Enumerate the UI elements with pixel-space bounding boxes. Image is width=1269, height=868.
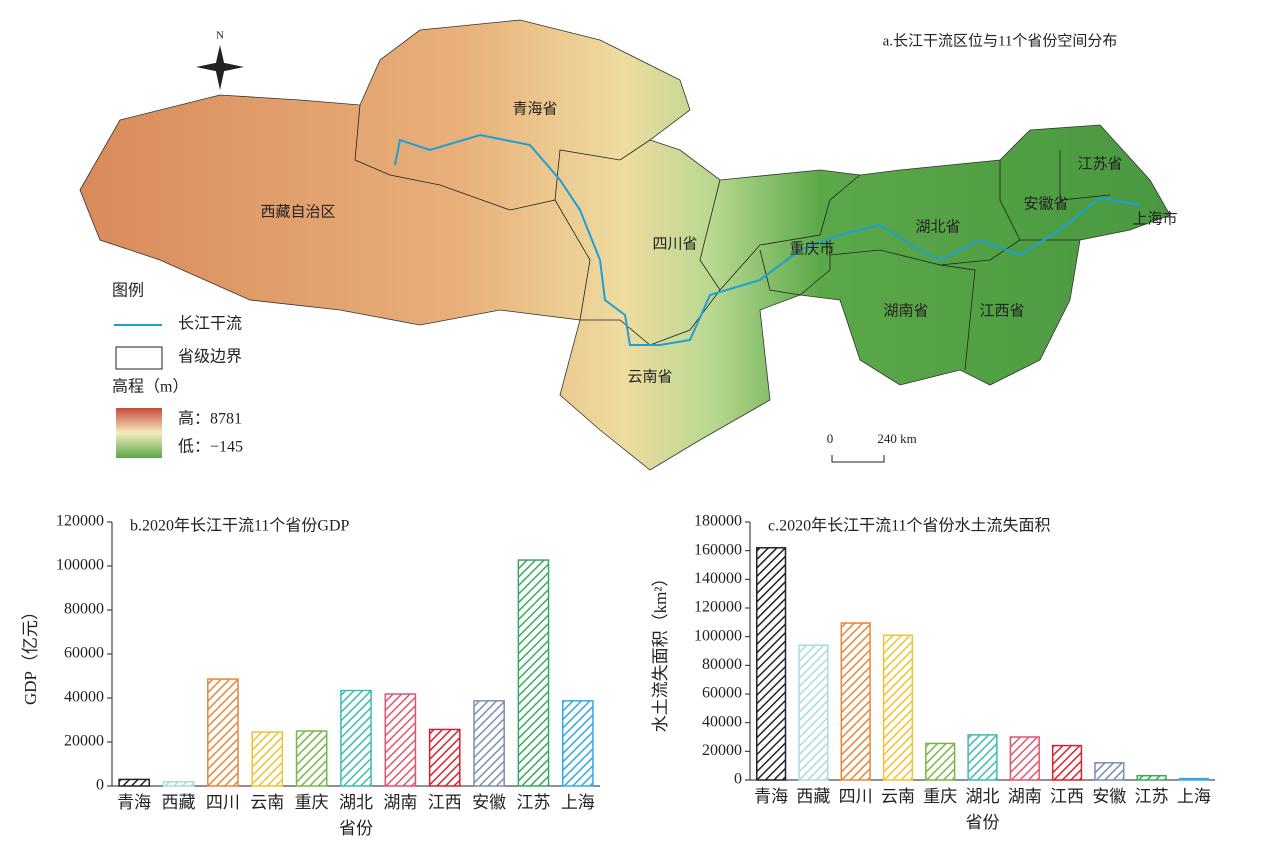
- bar: [798, 644, 829, 781]
- x-tick-label: 湖南: [1008, 787, 1042, 806]
- map-title: a.长江干流区位与11个省份空间分布: [883, 32, 1118, 49]
- y-tick-label: 40000: [64, 689, 104, 706]
- x-tick-label: 青海: [117, 793, 151, 812]
- x-tick-label: 上海: [1177, 787, 1211, 806]
- bar: [840, 622, 871, 781]
- bar: [517, 559, 550, 787]
- province-boundaries: [354, 104, 1111, 371]
- y-tick-label: 20000: [702, 742, 742, 759]
- x-tick-label: 四川: [839, 787, 873, 806]
- province-label: 西藏自治区: [260, 203, 335, 220]
- map-terrain: [79, 19, 1171, 471]
- scale-label: 0: [827, 431, 834, 446]
- chart-title: b.2020年长江干流11个省份GDP: [130, 517, 350, 535]
- bar: [925, 742, 956, 781]
- x-tick-label: 重庆: [923, 787, 957, 806]
- bar: [756, 547, 787, 781]
- bar: [473, 700, 505, 787]
- x-tick-label: 云南: [250, 793, 284, 812]
- bar: [428, 728, 461, 787]
- bar: [1051, 744, 1083, 781]
- bar: [295, 730, 328, 787]
- legend-label: 低：−145: [178, 438, 243, 456]
- x-tick-label: 上海: [561, 793, 595, 812]
- y-axis-label: GDP（亿元）: [21, 603, 40, 705]
- x-axis-label: 省份: [339, 819, 373, 838]
- province-label: 安徽省: [1023, 195, 1068, 212]
- y-tick-label: 60000: [702, 685, 742, 702]
- province-label: 重庆市: [789, 240, 834, 257]
- x-tick-label: 江西: [428, 793, 462, 812]
- bar: [1178, 777, 1209, 781]
- bar: [251, 731, 284, 787]
- north-label: N: [216, 30, 224, 42]
- y-tick-label: 80000: [64, 601, 104, 618]
- y-tick-label: 80000: [702, 656, 742, 673]
- y-tick-label: 160000: [694, 541, 742, 558]
- y-tick-label: 100000: [694, 627, 742, 644]
- x-tick-label: 西藏: [162, 793, 196, 812]
- province-label: 青海省: [512, 100, 557, 117]
- scale-bar: [831, 455, 885, 463]
- x-tick-label: 重庆: [295, 793, 329, 812]
- bar: [1094, 762, 1125, 781]
- x-axis-label: 省份: [966, 813, 1000, 832]
- y-tick-label: 60000: [64, 645, 104, 662]
- legend-label: 省级边界: [178, 348, 242, 366]
- legend-label: 高程（m）: [112, 378, 188, 396]
- bar: [118, 778, 151, 787]
- bar: [882, 634, 914, 781]
- y-axis-label: 水土流失面积（km²）: [651, 570, 670, 733]
- river: [394, 133, 1141, 346]
- chart-title: c.2020年长江干流11个省份水土流失面积: [768, 517, 1051, 535]
- scale-label: 240 km: [877, 431, 916, 446]
- x-tick-label: 江苏: [516, 793, 550, 812]
- x-tick-label: 湖北: [966, 787, 1000, 806]
- province-label: 江苏省: [1077, 155, 1122, 172]
- x-tick-label: 安徽: [472, 793, 506, 812]
- north-arrow: [196, 45, 244, 90]
- legend-title: 图例: [112, 282, 144, 300]
- province-label: 湖北省: [915, 218, 960, 235]
- bar: [340, 689, 372, 787]
- y-tick-label: 120000: [56, 513, 104, 530]
- province-label: 上海市: [1132, 210, 1177, 227]
- bar: [967, 734, 998, 781]
- province-label: 云南省: [627, 368, 672, 385]
- province-label: 湖南省: [883, 302, 928, 319]
- x-tick-label: 安徽: [1092, 787, 1126, 806]
- x-tick-label: 江西: [1050, 787, 1084, 806]
- legend-boundary: [115, 346, 163, 370]
- x-tick-label: 青海: [754, 787, 788, 806]
- y-tick-label: 120000: [694, 599, 742, 616]
- map: a.长江干流区位与11个省份空间分布 N 青海省 西藏自治区 四川省 云南省 重…: [79, 19, 1178, 471]
- x-tick-label: 湖北: [339, 793, 373, 812]
- bar: [162, 781, 195, 787]
- legend-label: 长江干流: [178, 315, 242, 333]
- legend-elevation: [116, 408, 162, 458]
- x-tick-label: 四川: [206, 793, 240, 812]
- legend-label: 高：8781: [178, 410, 242, 428]
- y-tick-label: 180000: [694, 513, 742, 530]
- bar: [384, 693, 417, 787]
- province-label: 四川省: [652, 235, 697, 252]
- bar: [561, 700, 594, 787]
- province-label: 江西省: [979, 302, 1024, 319]
- y-tick-label: 40000: [702, 713, 742, 730]
- bar: [207, 678, 239, 787]
- y-tick-label: 100000: [56, 557, 104, 574]
- x-tick-label: 西藏: [796, 787, 830, 806]
- bar: [1009, 736, 1040, 781]
- y-tick-label: 0: [96, 777, 104, 794]
- x-tick-label: 云南: [881, 787, 915, 806]
- x-tick-label: 湖南: [383, 793, 417, 812]
- y-tick-label: 20000: [64, 733, 104, 750]
- bar: [1136, 774, 1167, 781]
- y-tick-label: 140000: [694, 570, 742, 587]
- x-tick-label: 江苏: [1135, 787, 1169, 806]
- y-tick-label: 0: [734, 771, 742, 788]
